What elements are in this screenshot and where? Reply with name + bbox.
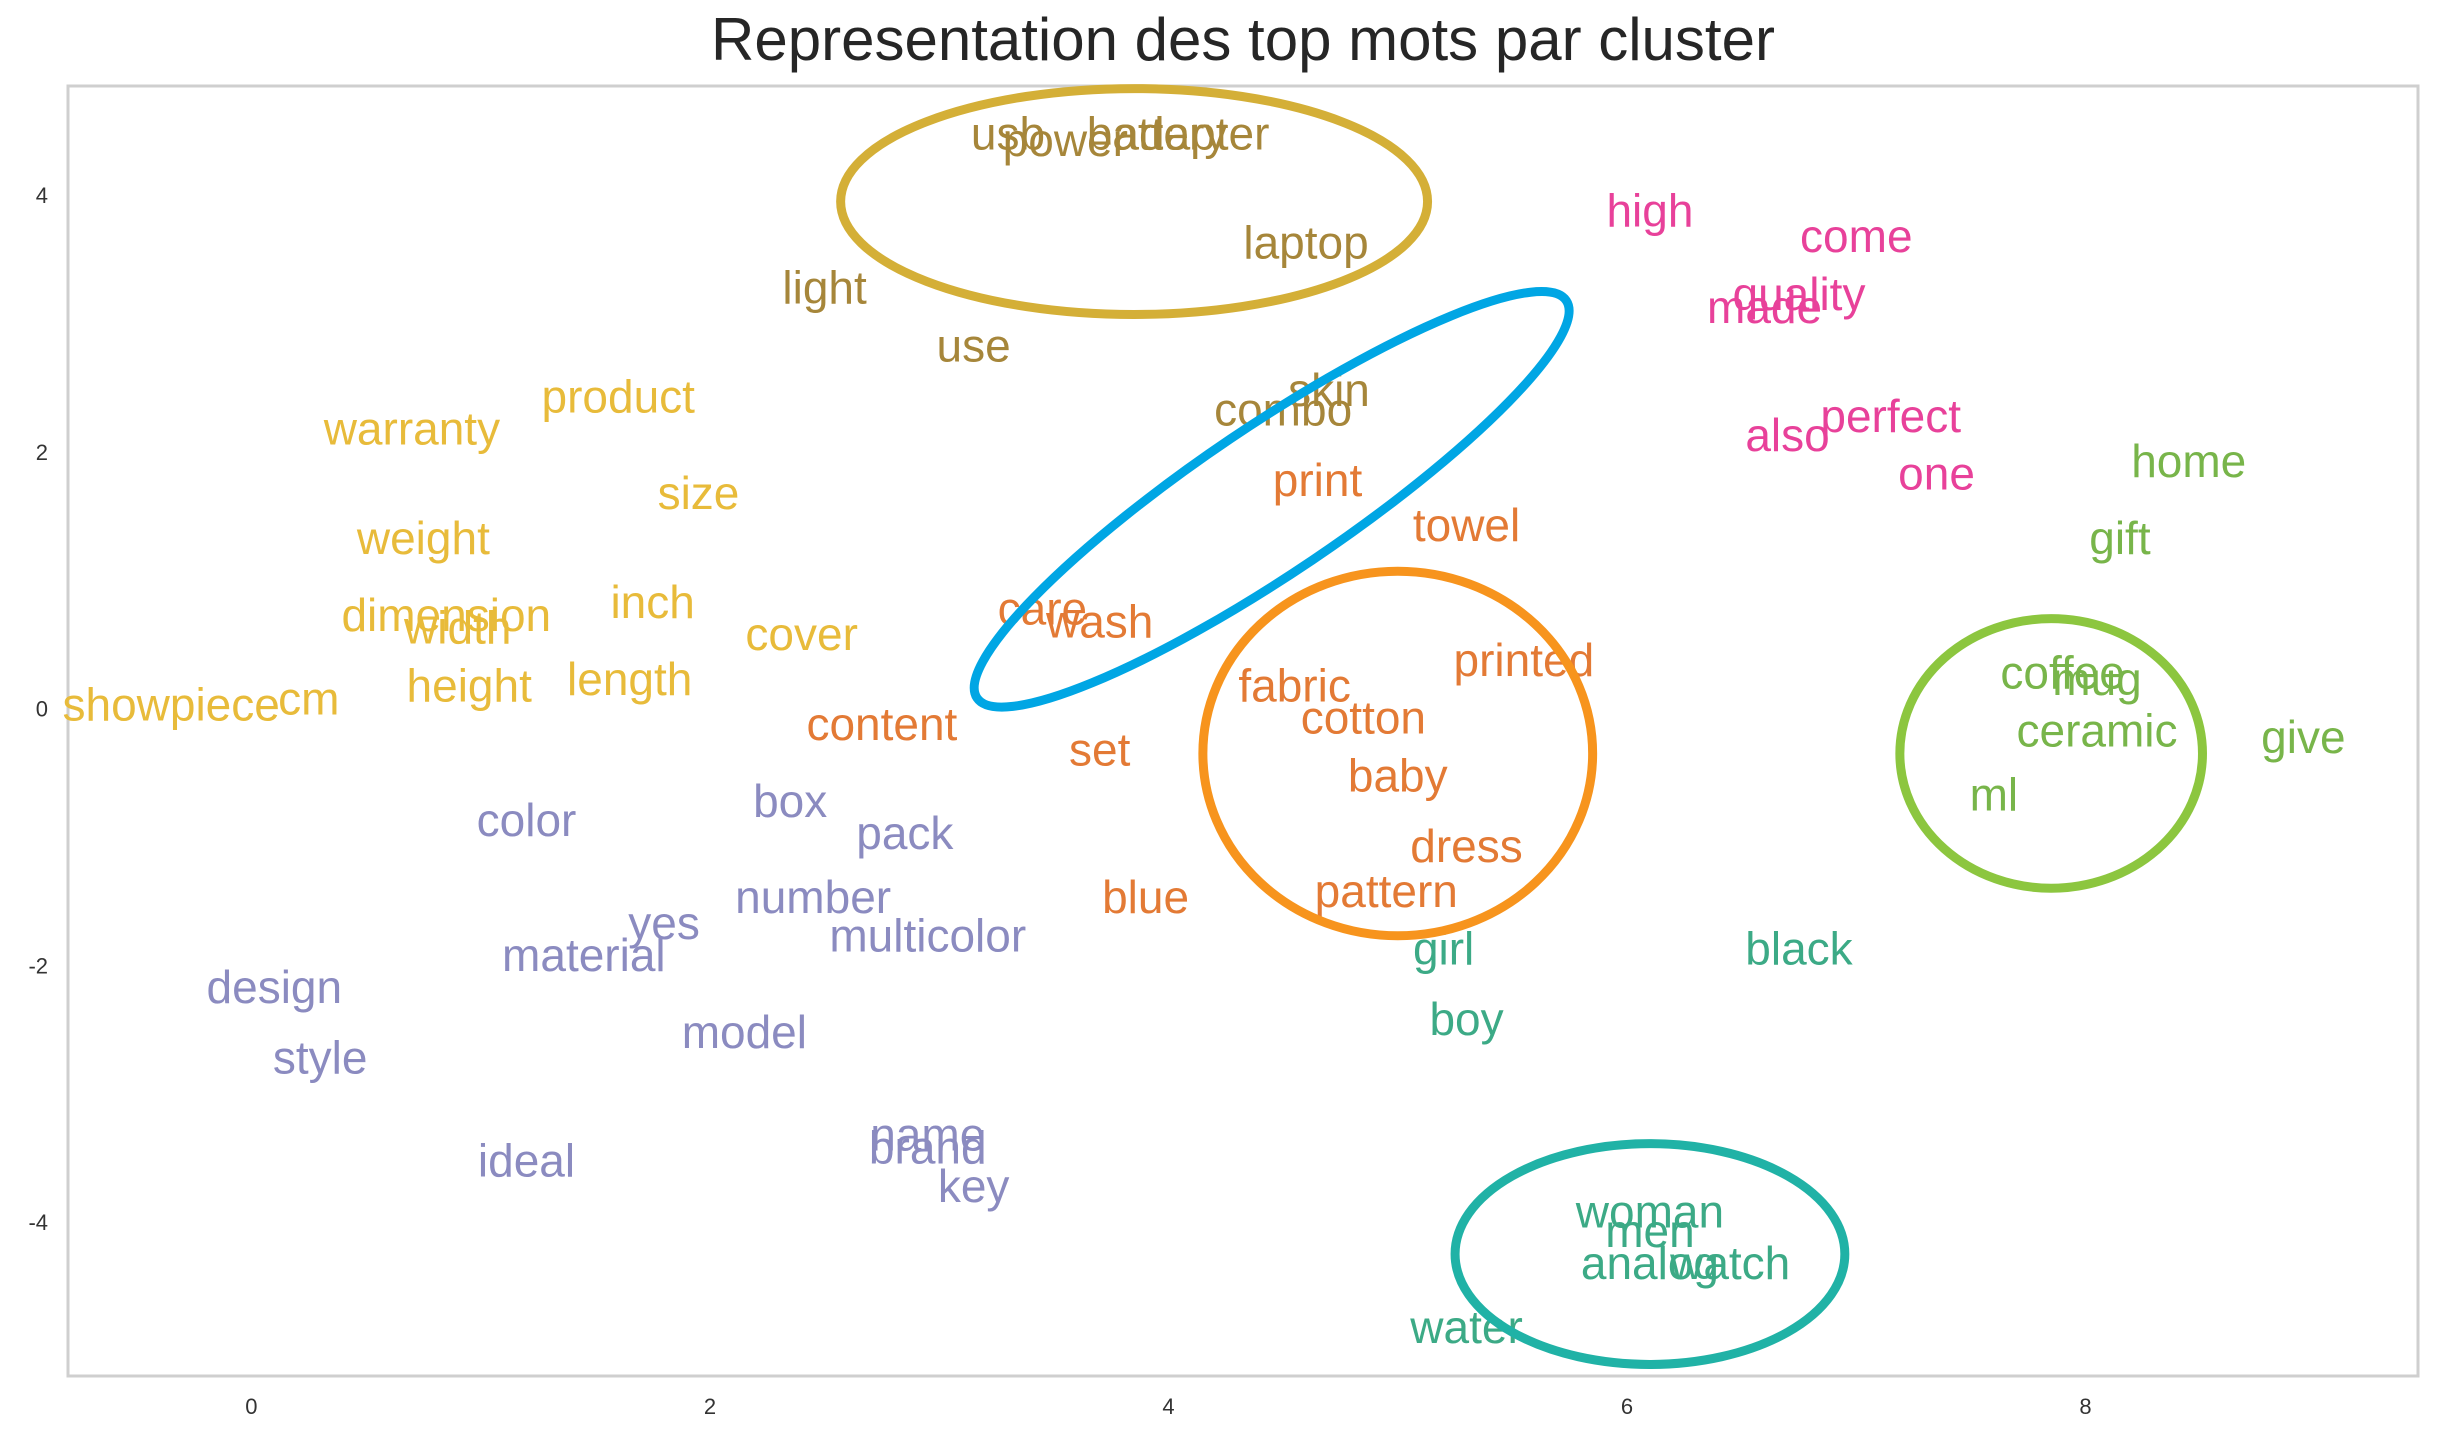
cluster-highlight-ellipse — [836, 84, 1433, 319]
word-label: box — [753, 775, 827, 827]
word-label: inch — [610, 576, 694, 628]
word-label: set — [1069, 724, 1131, 776]
word-label: size — [658, 467, 740, 519]
word-label: showpiece — [62, 679, 279, 731]
cluster-highlight-ellipse — [1450, 1139, 1850, 1369]
word-label: dress — [1410, 820, 1522, 872]
word-label: yes — [628, 897, 700, 949]
chart-title: Representation des top mots par cluster — [711, 6, 1775, 73]
word-label: analog — [1581, 1237, 1719, 1289]
word-label: product — [542, 371, 696, 423]
word-label: quality — [1732, 268, 1865, 320]
word-label: print — [1273, 454, 1363, 506]
word-label: ml — [1970, 769, 2019, 821]
cluster-highlight-ellipse — [969, 287, 1574, 712]
word-label: length — [567, 653, 692, 705]
word-label: number — [735, 871, 891, 923]
word-label: light — [782, 262, 867, 314]
word-label: use — [937, 319, 1011, 371]
y-tick-label: 2 — [36, 440, 48, 465]
word-label: boy — [1429, 993, 1503, 1045]
word-label: key — [938, 1160, 1010, 1212]
word-label: warranty — [323, 403, 500, 455]
cluster-highlight-ellipse — [1895, 614, 2207, 893]
word-label: cotton — [1301, 692, 1426, 744]
y-tick-label: 4 — [36, 183, 48, 208]
y-tick-labels: -4 -2 0 2 4 — [28, 183, 48, 1235]
word-label: cover — [745, 608, 857, 660]
x-tick-label: 6 — [1621, 1394, 1633, 1419]
word-label: home — [2131, 435, 2246, 487]
cluster-highlights — [836, 84, 2207, 1369]
word-label: men — [1605, 1205, 1694, 1257]
word-label: multicolor — [829, 910, 1026, 962]
x-tick-label: 4 — [1162, 1394, 1174, 1419]
word-label: watch — [1669, 1237, 1790, 1289]
word-label: towel — [1413, 499, 1520, 551]
plot-frame — [66, 84, 2420, 1378]
x-tick-label: 0 — [245, 1394, 257, 1419]
word-label: name — [870, 1109, 985, 1161]
word-label: gift — [2089, 512, 2151, 564]
word-label: coffee — [2000, 647, 2124, 699]
x-tick-labels: 0 2 4 6 8 — [245, 1394, 2091, 1419]
word-label: material — [502, 929, 666, 981]
word-label: wash — [1045, 595, 1153, 647]
word-label: model — [682, 1006, 807, 1058]
x-tick-label: 2 — [704, 1394, 716, 1419]
word-label: come — [1800, 210, 1912, 262]
word-label: also — [1745, 409, 1829, 461]
word-label: power — [1003, 114, 1128, 166]
word-label: ceramic — [2017, 704, 2178, 756]
word-label: made — [1707, 281, 1822, 333]
word-label: baby — [1348, 749, 1448, 801]
word-label: black — [1745, 923, 1853, 975]
cluster-highlight-ellipse — [1198, 566, 1598, 941]
word-label: height — [407, 659, 533, 711]
word-label: one — [1898, 448, 1975, 500]
word-label: perfect — [1820, 390, 1961, 442]
word-label: width — [403, 602, 511, 654]
word-label: pattern — [1315, 865, 1458, 917]
word-label: ideal — [478, 1134, 575, 1186]
word-label: woman — [1575, 1186, 1724, 1238]
word-label: fabric — [1238, 659, 1350, 711]
word-label: pack — [856, 807, 954, 859]
word-label: color — [477, 794, 577, 846]
word-label: weight — [356, 512, 490, 564]
word-label: usb — [971, 107, 1045, 159]
y-tick-label: -2 — [28, 953, 48, 978]
word-label: mug — [2052, 653, 2141, 705]
word-label: cm — [278, 672, 339, 724]
word-label: laptop — [1243, 217, 1368, 269]
word-label: dimension — [341, 589, 551, 641]
word-label: battery — [1087, 107, 1228, 159]
word-label: give — [2261, 711, 2345, 763]
word-label: design — [207, 961, 343, 1013]
word-label: brand — [869, 1122, 987, 1174]
word-label: content — [806, 698, 957, 750]
word-label: blue — [1102, 871, 1189, 923]
y-tick-label: 0 — [36, 697, 48, 722]
word-label: adapter — [1113, 107, 1269, 159]
y-tick-label: -4 — [28, 1210, 48, 1235]
x-tick-label: 8 — [2079, 1394, 2091, 1419]
word-label: high — [1606, 185, 1693, 237]
word-label: style — [273, 1032, 368, 1084]
